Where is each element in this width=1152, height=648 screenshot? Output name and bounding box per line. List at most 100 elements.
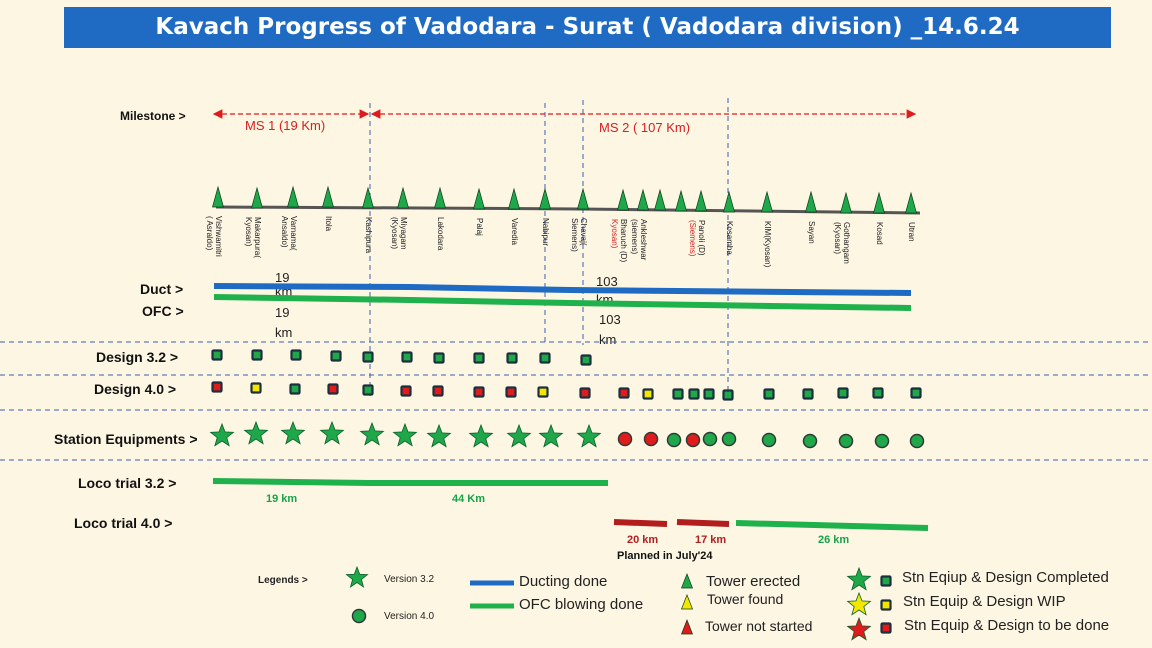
design32-marker-4 (330, 350, 342, 362)
design40-marker-20 (837, 387, 849, 399)
equipment-star-6 (392, 422, 418, 447)
station-name-16: Panoli (D) (697, 220, 706, 256)
station-name-11: Chavaj( (579, 218, 588, 246)
station-label-3: Varnama(Ansaldo) (280, 216, 298, 251)
row-label-duct: Duct > (140, 281, 184, 297)
station-label-12: Bharuch (D)Kyosan) (610, 219, 628, 262)
design40-marker-15 (688, 388, 700, 400)
design40-marker-22 (910, 387, 922, 399)
ofc-km-1-value: 19 (275, 305, 290, 320)
design40-marker-3 (289, 383, 301, 395)
station-label-5: Kashipura (364, 217, 373, 254)
duct-km-2-value: 103 (596, 274, 618, 289)
loco40-note: Planned in July'24 (617, 550, 713, 562)
station-label-22: Utran (907, 222, 916, 242)
row-label-design-4-0: Design 4.0 > (94, 381, 177, 397)
station-label-18: KIM(Kyosan) (763, 221, 772, 268)
station-name-21: Kosad (875, 222, 884, 245)
station-name-12: Bharuch (D) (619, 219, 628, 262)
equipment-circle-18 (761, 432, 777, 448)
row-label-design-3-2: Design 3.2 > (96, 349, 179, 365)
design40-marker-16 (703, 388, 715, 400)
design40-marker-6 (400, 385, 412, 397)
legend-todo: Stn Equip & Design to be done (904, 617, 1110, 634)
station-subname-3: Ansaldo) (280, 216, 289, 248)
station-name-10: Nabipur (541, 218, 550, 246)
design40-marker-4 (327, 383, 339, 395)
station-label-16: Panoli (D)(Siemens) (688, 220, 706, 257)
legend-version40-circle-icon (351, 608, 367, 624)
legend-wip-star-icon (846, 591, 872, 616)
station-label-2: Makarpura(Kyosan) (244, 217, 262, 258)
tower-13 (637, 188, 649, 211)
tower-8 (473, 187, 485, 210)
tower-10 (539, 187, 551, 210)
station-track (215, 205, 921, 215)
equipment-circle-12 (617, 431, 633, 447)
station-label-1: Vishwamitri( Asraldo) (205, 216, 223, 257)
tower-2 (251, 186, 263, 209)
equipment-star-5 (359, 421, 385, 446)
equipment-star-3 (280, 420, 306, 445)
station-label-19: Sayan (807, 221, 816, 244)
legend-title: Legends > (258, 575, 308, 586)
duct-km-1-value: 19 (275, 270, 290, 285)
station-name-2: Makarpura( (253, 217, 262, 258)
legend-ofc: OFC blowing done (519, 596, 644, 613)
station-name-22: Utran (907, 222, 916, 242)
ofc-km-1: 19 km (275, 303, 292, 343)
tower-12 (617, 188, 629, 211)
equipment-star-1 (209, 422, 235, 447)
design40-marker-5 (362, 384, 374, 396)
legend-completed-star-icon (846, 566, 872, 591)
design32-marker-6 (401, 351, 413, 363)
loco32-label-1: 19 km (266, 493, 298, 505)
station-label-20: Gothangam(Kyosan) (833, 222, 851, 264)
station-subname-2: Kyosan) (244, 217, 253, 247)
design40-marker-9 (505, 386, 517, 398)
legend-ducting: Ducting done (519, 573, 608, 590)
station-label-21: Kosad (875, 222, 884, 245)
row-label-loco-trial-3-2: Loco trial 3.2 > (78, 475, 177, 491)
design40-marker-8 (473, 386, 485, 398)
equipment-star-2 (243, 420, 269, 445)
row-label-ofc: OFC > (142, 303, 184, 319)
equipment-star-8 (468, 423, 494, 448)
design40-marker-17 (722, 389, 734, 401)
design40-marker-19 (802, 388, 814, 400)
row-label-station-equipments: Station Equipments > (54, 431, 198, 447)
row-label-milestone: Milestone > (120, 109, 186, 123)
legend-tower-found-icon (680, 594, 694, 610)
design32-marker-11 (580, 354, 592, 366)
station-label-9: Varedia (510, 218, 519, 246)
design40-marker-10 (537, 386, 549, 398)
legend-wip-square-icon (880, 599, 892, 611)
design32-marker-5 (362, 351, 374, 363)
station-name-4: Itola (324, 216, 333, 232)
station-name-18: KIM(Kyosan) (763, 221, 772, 268)
station-label-13: Ankleshwar(siemens) (630, 219, 648, 261)
loco40-done-line (735, 520, 929, 531)
ofc-line (213, 294, 912, 311)
station-label-8: Palaj (475, 218, 484, 236)
station-name-7: Lakodara (436, 217, 445, 251)
station-name-17: Kosamba (725, 221, 734, 255)
station-label-11: Chavaj(Siemens) (570, 218, 588, 252)
design32-marker-1 (211, 349, 223, 361)
ofc-km-2-unit: km (599, 332, 617, 347)
tower-20 (840, 191, 852, 214)
loco40-label-2: 17 km (695, 534, 727, 546)
equipment-circle-14 (666, 432, 682, 448)
title-banner: Kavach Progress of Vadodara - Surat ( Va… (64, 7, 1111, 48)
legend-tower-not-started: Tower not started (705, 618, 813, 634)
station-name-6: Miyagam (399, 217, 408, 250)
legend-version32-star-icon (345, 565, 369, 588)
loco40-label-1: 20 km (627, 534, 659, 546)
design40-marker-11 (579, 387, 591, 399)
design40-marker-21 (872, 387, 884, 399)
equipment-circle-15 (685, 432, 701, 448)
tower-19 (805, 190, 817, 213)
ofc-km-1-unit: km (275, 325, 293, 340)
design40-marker-2 (250, 382, 262, 394)
equipment-circle-19 (802, 433, 818, 449)
